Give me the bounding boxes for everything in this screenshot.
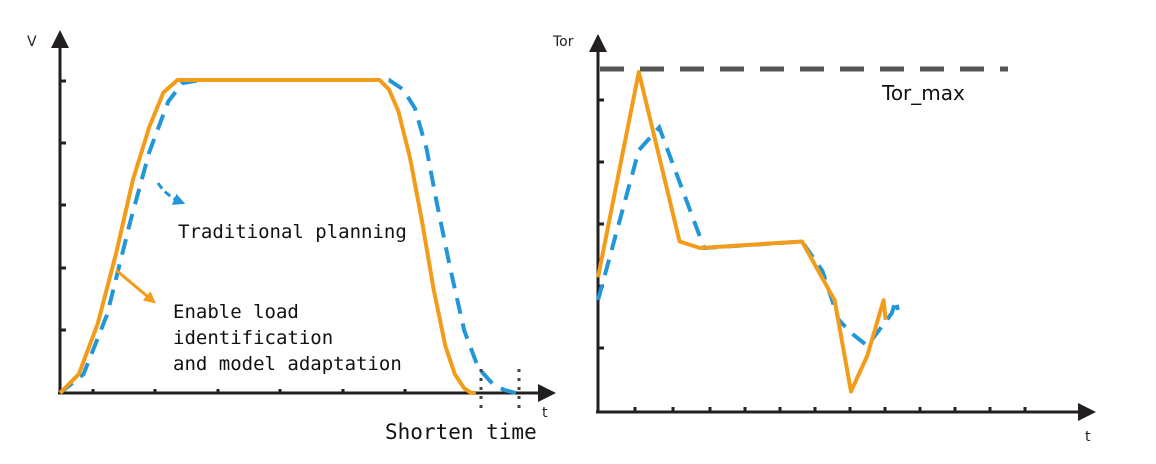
velocity-x-axis-arrow: [538, 384, 556, 402]
adaptation-label-line-3: and model adaptation: [173, 353, 402, 375]
velocity-chart: V t Traditional planning Enable load ide…: [27, 30, 556, 444]
velocity-x-label: t: [542, 405, 548, 421]
torque-y-label: Tor: [552, 34, 574, 50]
torque-adaptive-series: [596, 70, 888, 394]
tor-max-label: Tor_max: [881, 81, 965, 105]
torque-traditional-series: [596, 123, 900, 349]
adaptation-arrow: [115, 268, 156, 304]
velocity-y-axis-arrow: [51, 30, 69, 48]
torque-y-axis-arrow: [589, 34, 607, 52]
torque-x-axis-arrow: [1078, 403, 1096, 421]
torque-x-label: t: [1085, 429, 1091, 445]
velocity-y-label: V: [27, 34, 37, 50]
shorten-time-label: Shorten time: [385, 420, 537, 444]
adaptation-label-line-1: Enable load: [173, 301, 299, 323]
velocity-adaptive-series: [58, 78, 476, 395]
adaptation-label-line-2: identification: [173, 327, 333, 349]
torque-chart: Tor t Tor_max: [552, 34, 1096, 445]
traditional-planning-arrow: [156, 182, 186, 205]
traditional-planning-label: Traditional planning: [178, 221, 407, 243]
